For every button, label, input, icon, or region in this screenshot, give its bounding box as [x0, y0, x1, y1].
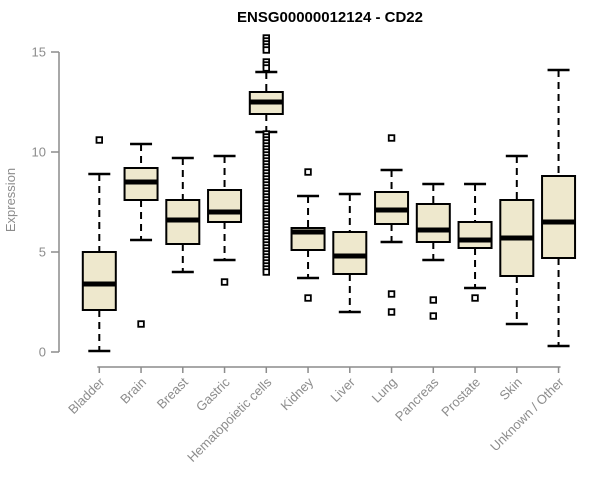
x-axis-label-liver: Liver: [327, 374, 358, 405]
y-tick-label: 15: [32, 45, 46, 60]
x-axis-label-breast: Breast: [154, 374, 191, 411]
boxplot-pancreas: [415, 182, 451, 320]
x-axis-label-prostate: Prostate: [438, 375, 483, 420]
outlier-point: [304, 168, 312, 176]
boxplot-brain: [123, 142, 159, 328]
x-axis-label-pancreas: Pancreas: [392, 374, 442, 424]
y-axis-title: Expression: [3, 168, 18, 232]
outlier-point: [387, 290, 396, 298]
y-tick-label: 10: [32, 145, 46, 160]
boxplot-hematopoietic-cells: [248, 34, 284, 276]
boxplot-kidney: [290, 168, 326, 302]
outlier-point: [304, 294, 312, 302]
iqr-box: [415, 203, 451, 243]
chart-title: ENSG00000012124 - CD22: [237, 9, 423, 26]
y-tick-label: 0: [39, 345, 46, 360]
boxplot-skin: [499, 154, 535, 326]
outlier-point: [429, 312, 437, 320]
boxplot-series-layer: [81, 34, 577, 353]
boxplot-liver: [332, 192, 368, 314]
outlier-point: [262, 268, 270, 276]
outlier-point: [429, 296, 437, 304]
boxplot-gastric: [207, 154, 243, 286]
outlier-point: [262, 46, 270, 54]
x-axis-label-kidney: Kidney: [277, 374, 316, 413]
x-axis-label-lung: Lung: [369, 375, 400, 406]
iqr-box: [457, 221, 493, 249]
boxplot-breast: [165, 156, 201, 274]
iqr-box: [81, 251, 117, 311]
outlier-point: [220, 278, 229, 286]
outlier-point: [95, 136, 103, 144]
iqr-box: [207, 189, 243, 223]
x-axis-label-brain: Brain: [117, 375, 149, 407]
outlier-point: [387, 308, 396, 316]
boxplot-lung: [374, 134, 410, 316]
y-axis: 0 5 10 15: [32, 45, 60, 360]
boxplot-unknown-other: [541, 68, 577, 348]
x-axis-label-gastric: Gastric: [193, 374, 233, 414]
x-axis-label-bladder: Bladder: [65, 374, 108, 417]
iqr-box: [541, 175, 577, 259]
boxplot-prostate: [457, 182, 493, 302]
x-axis-label-skin: Skin: [496, 375, 524, 403]
boxplot-bladder: [81, 136, 117, 353]
outlier-point: [471, 294, 479, 302]
outlier-point: [137, 320, 145, 328]
y-tick-label: 5: [39, 245, 46, 260]
outlier-point: [387, 134, 396, 142]
outlier-point: [262, 64, 270, 72]
x-axis-label-unknown-other: Unknown / Other: [487, 374, 567, 454]
iqr-box: [332, 231, 368, 275]
